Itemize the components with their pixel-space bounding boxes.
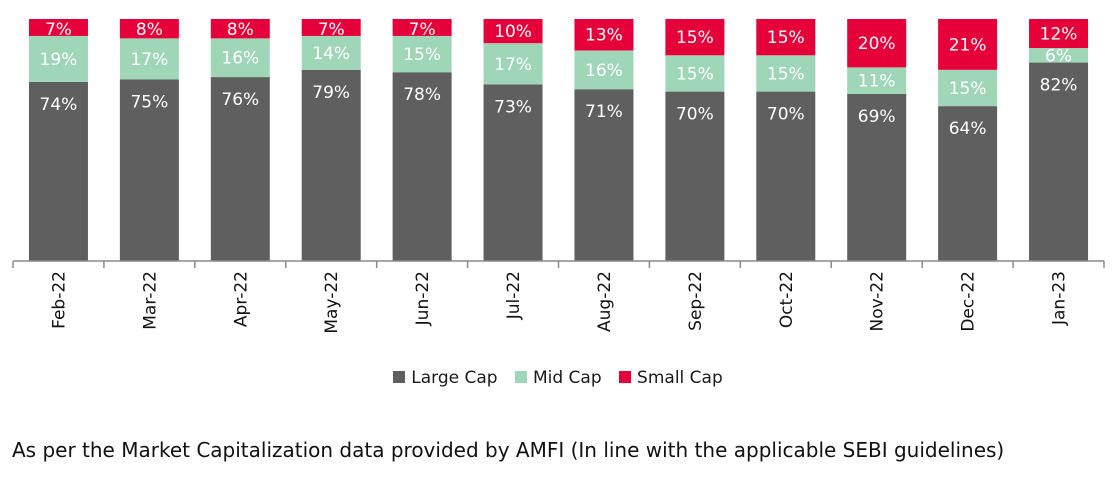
data-label-small-cap-apr-22: 8% xyxy=(227,20,254,40)
legend-label-mid-cap: Mid Cap xyxy=(532,368,602,388)
data-label-mid-cap-dec-22: 15% xyxy=(949,79,987,99)
data-label-mid-cap-nov-22: 11% xyxy=(858,72,896,92)
bar-segment-mid-cap-jul-22 xyxy=(483,43,543,85)
legend-label-small-cap: Small Cap xyxy=(637,368,723,388)
bar-segment-small-cap-oct-22 xyxy=(756,19,816,56)
bar-segment-small-cap-may-22 xyxy=(301,19,361,36)
data-label-large-cap-may-22: 79% xyxy=(312,83,350,103)
x-tick-label-dec-22: Dec-22 xyxy=(959,271,979,332)
data-label-small-cap-dec-22: 21% xyxy=(949,35,987,55)
bar-segment-mid-cap-aug-22 xyxy=(574,50,634,90)
data-label-large-cap-nov-22: 69% xyxy=(858,107,896,127)
stacked-bar-chart: 74% 19% 7% 75% 17% 8% 76% 16% 8% 79% 14% 7% 78% 15% 7%… xyxy=(12,19,1105,334)
data-label-large-cap-dec-22: 64% xyxy=(949,119,987,139)
x-tick-label-jul-22: Jul-22 xyxy=(504,271,524,320)
data-label-mid-cap-feb-22: 19% xyxy=(40,50,78,70)
bar-segment-large-cap-may-22 xyxy=(301,69,361,261)
bar-segment-mid-cap-feb-22 xyxy=(28,35,88,82)
data-label-mid-cap-jan-23: 6% xyxy=(1045,46,1072,66)
bar-segment-mid-cap-sep-22 xyxy=(665,55,725,92)
x-tick-label-jan-23: Jan-23 xyxy=(1050,271,1070,326)
data-label-small-cap-sep-22: 15% xyxy=(676,28,714,48)
bar-segment-small-cap-jul-22 xyxy=(483,19,543,44)
bar-segment-mid-cap-jun-22 xyxy=(392,35,452,73)
bar-segment-mid-cap-apr-22 xyxy=(210,38,270,78)
x-tick-label-mar-22: Mar-22 xyxy=(140,271,160,330)
bar-segment-small-cap-feb-22 xyxy=(28,19,88,36)
data-label-small-cap-may-22: 7% xyxy=(318,20,345,40)
data-label-large-cap-apr-22: 76% xyxy=(221,90,259,110)
bar-segment-small-cap-aug-22 xyxy=(574,19,634,51)
bar-segment-small-cap-nov-22 xyxy=(847,19,907,68)
x-tick-label-apr-22: Apr-22 xyxy=(231,271,251,327)
x-tick-label-aug-22: Aug-22 xyxy=(595,271,615,332)
bar-segment-mid-cap-mar-22 xyxy=(119,38,179,80)
bar-segment-mid-cap-may-22 xyxy=(301,35,361,70)
data-label-large-cap-feb-22: 74% xyxy=(40,95,78,115)
data-label-large-cap-sep-22: 70% xyxy=(676,105,714,125)
data-label-small-cap-nov-22: 20% xyxy=(858,34,896,54)
bar-segment-large-cap-mar-22 xyxy=(119,79,179,261)
legend-item-small-cap: Small Cap xyxy=(619,368,723,388)
chart-legend: Large Cap Mid Cap Small Cap xyxy=(0,368,1116,388)
bar-segment-mid-cap-jan-23 xyxy=(1029,48,1089,63)
data-label-large-cap-jan-23: 82% xyxy=(1040,76,1078,96)
bar-segment-large-cap-dec-22 xyxy=(938,106,998,262)
data-label-mid-cap-may-22: 14% xyxy=(312,44,350,64)
bar-segment-small-cap-jun-22 xyxy=(392,19,452,36)
bar-segment-large-cap-apr-22 xyxy=(210,77,270,261)
data-label-mid-cap-jul-22: 17% xyxy=(494,55,532,75)
bar-segment-small-cap-dec-22 xyxy=(938,19,998,70)
legend-swatch-large-cap xyxy=(393,371,406,383)
data-label-large-cap-oct-22: 70% xyxy=(767,105,805,125)
bar-segment-mid-cap-dec-22 xyxy=(938,69,998,107)
x-tick-label-feb-22: Feb-22 xyxy=(49,271,69,329)
data-label-large-cap-mar-22: 75% xyxy=(130,93,168,113)
x-tick-label-jun-22: Jun-22 xyxy=(413,271,433,326)
data-label-small-cap-jul-22: 10% xyxy=(494,22,532,42)
bar-segment-large-cap-jan-23 xyxy=(1029,62,1089,262)
bar-segment-large-cap-oct-22 xyxy=(756,91,816,261)
data-label-small-cap-oct-22: 15% xyxy=(767,28,805,48)
data-label-mid-cap-mar-22: 17% xyxy=(130,50,168,70)
legend-swatch-mid-cap xyxy=(514,371,527,383)
bar-segment-small-cap-apr-22 xyxy=(210,19,270,39)
x-tick-label-may-22: May-22 xyxy=(322,271,342,334)
data-label-small-cap-mar-22: 8% xyxy=(136,20,163,40)
data-label-mid-cap-jun-22: 15% xyxy=(403,45,441,65)
x-tick-label-sep-22: Sep-22 xyxy=(686,271,706,331)
data-label-small-cap-aug-22: 13% xyxy=(585,26,623,46)
legend-item-large-cap: Large Cap xyxy=(393,368,498,388)
bar-segment-large-cap-aug-22 xyxy=(574,89,634,262)
data-label-large-cap-jun-22: 78% xyxy=(403,85,441,105)
bar-segment-large-cap-feb-22 xyxy=(28,81,88,261)
caption: As per the Market Capitalization data pr… xyxy=(12,438,1005,462)
data-label-mid-cap-apr-22: 16% xyxy=(221,49,259,69)
data-label-small-cap-feb-22: 7% xyxy=(45,20,72,40)
legend-item-mid-cap: Mid Cap xyxy=(514,368,602,388)
bar-segment-large-cap-nov-22 xyxy=(847,94,907,262)
data-label-mid-cap-oct-22: 15% xyxy=(767,64,805,84)
bar-segment-mid-cap-nov-22 xyxy=(847,67,907,95)
data-label-large-cap-jul-22: 73% xyxy=(494,97,532,117)
x-tick-label-nov-22: Nov-22 xyxy=(868,271,888,332)
bar-segment-large-cap-sep-22 xyxy=(665,91,725,261)
bar-segment-small-cap-sep-22 xyxy=(665,19,725,56)
data-label-mid-cap-sep-22: 15% xyxy=(676,64,714,84)
bar-segment-large-cap-jul-22 xyxy=(483,84,543,261)
legend-swatch-small-cap xyxy=(619,371,632,383)
bar-segment-large-cap-jun-22 xyxy=(392,72,452,262)
data-label-small-cap-jan-23: 12% xyxy=(1040,25,1078,45)
data-label-large-cap-aug-22: 71% xyxy=(585,102,623,122)
bar-segment-small-cap-jan-23 xyxy=(1029,19,1089,49)
data-label-small-cap-jun-22: 7% xyxy=(409,20,436,40)
data-label-mid-cap-aug-22: 16% xyxy=(585,61,623,81)
bar-segment-mid-cap-oct-22 xyxy=(756,55,816,92)
x-tick-label-oct-22: Oct-22 xyxy=(777,271,797,328)
bar-segment-small-cap-mar-22 xyxy=(119,19,179,39)
legend-label-large-cap: Large Cap xyxy=(411,368,498,388)
